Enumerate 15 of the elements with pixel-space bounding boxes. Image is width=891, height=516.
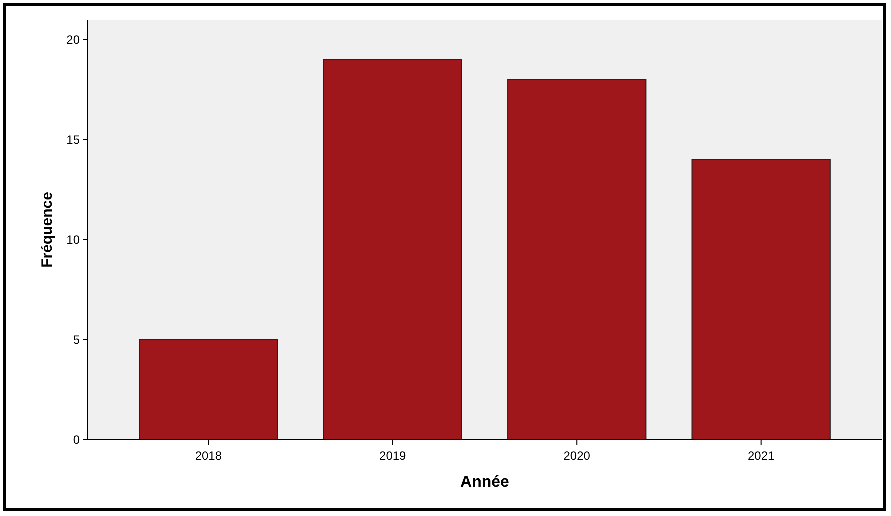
x-tick-label: 2021 [748, 449, 776, 463]
bar [323, 60, 462, 440]
y-tick-label: 20 [66, 33, 80, 48]
y-tick-label: 0 [73, 433, 80, 448]
y-axis-title: Fréquence [39, 192, 56, 268]
bar [692, 160, 831, 440]
x-tick-label: 2020 [564, 449, 591, 463]
x-tick-label: 2019 [380, 449, 407, 463]
bar [139, 340, 278, 440]
x-tick-label: 2018 [195, 449, 222, 463]
y-tick-label: 15 [66, 133, 80, 148]
y-tick-label: 5 [73, 333, 80, 348]
x-axis-title: Année [460, 474, 510, 491]
y-tick-label: 10 [66, 233, 80, 248]
bar [508, 80, 647, 440]
